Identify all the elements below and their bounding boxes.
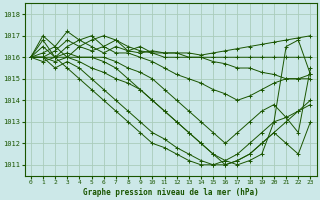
X-axis label: Graphe pression niveau de la mer (hPa): Graphe pression niveau de la mer (hPa) xyxy=(83,188,259,197)
